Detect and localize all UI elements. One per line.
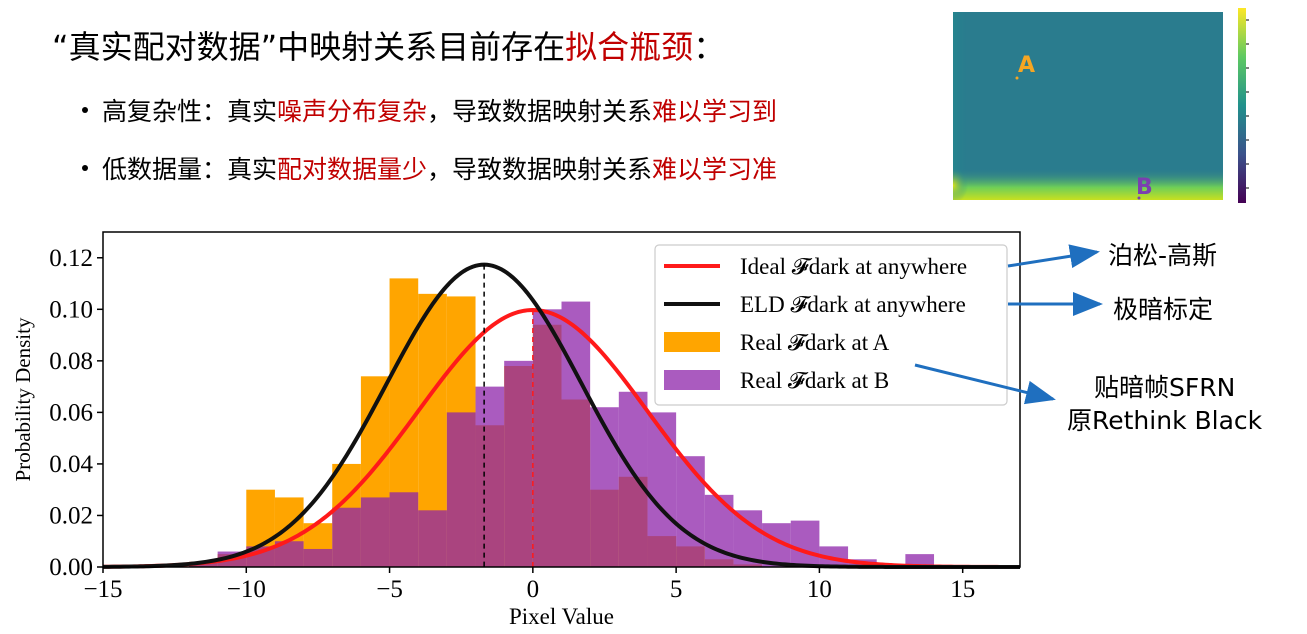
marker-b-label: B [1136,175,1153,200]
real-annotation-line2: 原Rethink Black [1067,406,1263,435]
histogram-bar [303,548,333,567]
colorbar-ticks [1246,19,1249,189]
histogram-bar [647,412,677,567]
noise-distribution-chart: −15 −10 −5 0 5 10 15 0.00 0.02 0.04 0.06 0.08 0.10 0.… [11,231,1103,629]
bullet-dot [82,165,88,171]
bullet-data-volume: 低数据量：真实配对数据量少，导致数据映射关系难以学习准 [82,150,777,186]
bullet-complexity: 高复杂性：真实噪声分布复杂，导致数据映射关系难以学习到 [82,92,777,128]
histogram-bar [790,520,820,567]
y-tick-label: 0.04 [49,451,93,478]
y-tick-label: 0.06 [49,399,93,426]
x-tick-label: 0 [527,576,540,603]
legend-label: Real 𝓕dark at B [740,368,889,393]
histogram-bar [905,554,935,567]
y-tick-label: 0.02 [49,502,93,529]
legend-label: ELD 𝓕dark at anywhere [740,292,966,317]
x-tick-label: 15 [950,576,975,603]
axes: −15 −10 −5 0 5 10 15 0.00 0.02 0.04 0.06 0.08 0.10 0.… [11,231,1021,629]
header.bullets.1-part: 难以学习准 [652,155,778,184]
ideal-annotation: 泊松-高斯 [1108,241,1218,270]
annotation-arrow [914,363,1056,405]
plot-frame [102,231,1021,568]
x-tick-label: −5 [376,576,403,603]
marker-a-label: A [1018,53,1035,78]
histogram-bar [676,456,705,567]
x-tick-label: 10 [807,576,832,603]
title-part: 拟合瓶颈 [565,28,694,66]
legend-swatch [664,370,720,390]
y-tick-label: 0.08 [49,348,93,375]
header.bullets.1-part: ，导致数据映射关系 [427,155,653,184]
annotation-arrow [1007,244,1100,269]
y-tick-label: 0.10 [49,296,93,323]
y-axis-label: Probability Density [11,317,35,481]
legend-label: Ideal 𝓕dark at anywhere [740,254,967,279]
x-axis-label: Pixel Value [509,604,614,629]
header.bullets.0-part: ，导致数据映射关系 [427,97,653,126]
bullet-dot [82,107,88,113]
histogram-bar [504,360,533,567]
heatmap-corner-glow [953,128,1013,200]
marker-a-point [1015,76,1019,80]
y-tick-label: 0.12 [49,245,93,272]
real-annotation-line1: 贴暗帧SFRN [1094,373,1236,402]
histogram-bar [418,510,447,567]
bullet-text: 高复杂性：真实噪声分布复杂，导致数据映射关系难以学习到 [102,97,777,126]
x-tick-label: 5 [670,576,683,603]
histogram-bar [446,412,476,567]
histogram-bar [360,497,390,567]
legend-swatch [664,332,720,352]
noise-heatmap: A B [953,8,1249,203]
histogram-bar [332,507,361,567]
legend-label: Real 𝓕dark at A [740,330,890,355]
marker-b-point [1137,196,1141,200]
histogram-bar [389,492,419,567]
bullet-text: 低数据量：真实配对数据量少，导致数据映射关系难以学习准 [102,155,777,184]
pdf-curve [102,307,1020,569]
histogram-bar [561,301,591,567]
legend: Ideal 𝓕dark at anywhere ELD 𝓕dark at anyw… [654,244,1008,406]
header.bullets.0-part: 难以学习到 [652,97,778,126]
title-part: “真实配对数据”中映射关系目前存在 [52,28,566,66]
annotation-arrows [914,244,1103,405]
histogram-bar [475,386,505,567]
x-tick-label: −10 [227,576,266,603]
header.bullets.1-part: 低数据量：真实 [102,155,278,184]
histogram-bar [618,391,648,567]
histogram-bar [246,546,275,567]
y-tick-label: 0.00 [49,554,93,581]
header.bullets.1-part: 配对数据量少 [277,155,428,184]
eld-annotation: 极暗标定 [1113,295,1214,324]
histogram-bar [590,407,619,567]
header.bullets.0-part: 高复杂性：真实 [102,97,278,126]
title-part: ： [693,28,726,66]
slide-title: “真实配对数据”中映射关系目前存在拟合瓶颈： [52,22,725,68]
mean-lines [483,264,534,567]
colorbar [1238,8,1246,203]
header.bullets.0-part: 噪声分布复杂 [277,97,428,126]
histogram-bar [532,309,562,567]
x-tick-label: −15 [83,576,122,603]
